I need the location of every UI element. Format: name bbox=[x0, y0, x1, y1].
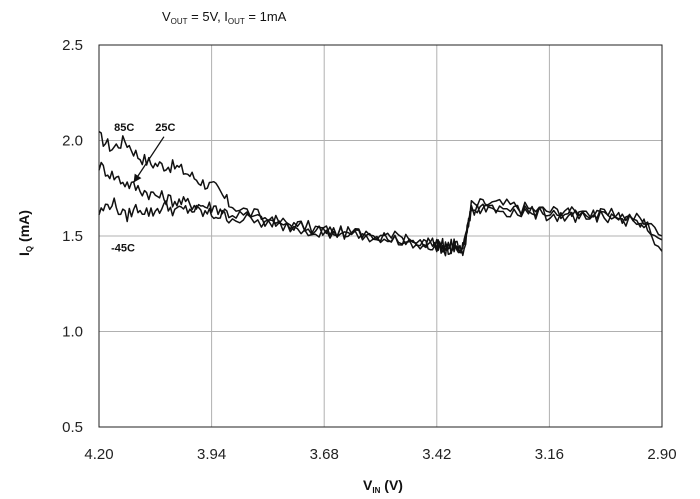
series-line-25c bbox=[98, 161, 663, 255]
annotations: 85C 25C -45C bbox=[111, 122, 175, 254]
y-tick-label: 0.5 bbox=[62, 419, 83, 436]
annotation-arrow bbox=[133, 136, 165, 183]
series-line-85c bbox=[98, 130, 663, 257]
y-axis-title: IQ (mA) bbox=[16, 210, 34, 256]
y-tick-labels: 2.5 2.0 1.5 1.0 0.5 bbox=[62, 37, 83, 436]
subtitle: VOUT = 5V, IOUT = 1mA bbox=[162, 9, 287, 26]
chart-subtitle: VOUT = 5V, IOUT = 1mA bbox=[162, 9, 287, 26]
x-tick-label: 3.42 bbox=[422, 446, 451, 463]
x-tick-labels: 4.20 3.94 3.68 3.42 3.16 2.90 bbox=[84, 446, 676, 463]
y-tick-label: 2.5 bbox=[62, 37, 83, 54]
arrow-head bbox=[133, 173, 142, 183]
x-axis-title: VIN (V) bbox=[363, 477, 403, 495]
x-tick-label: 2.90 bbox=[647, 446, 676, 463]
x-tick-label: 3.16 bbox=[535, 446, 564, 463]
series-group bbox=[98, 130, 663, 257]
plot-border bbox=[98, 44, 663, 428]
series-line-45c bbox=[98, 197, 663, 254]
y-tick-label: 2.0 bbox=[62, 133, 83, 150]
y-tick-label: 1.5 bbox=[62, 228, 83, 245]
x-tick-label: 4.20 bbox=[84, 446, 113, 463]
x-tick-label: 3.68 bbox=[310, 446, 339, 463]
series-annotation: -45C bbox=[111, 242, 135, 254]
series-annotation: 85C bbox=[114, 122, 134, 134]
x-tick-label: 3.94 bbox=[197, 446, 226, 463]
y-tick-label: 1.0 bbox=[62, 324, 83, 341]
series-annotation: 25C bbox=[155, 122, 175, 134]
plot-frame bbox=[98, 44, 663, 428]
